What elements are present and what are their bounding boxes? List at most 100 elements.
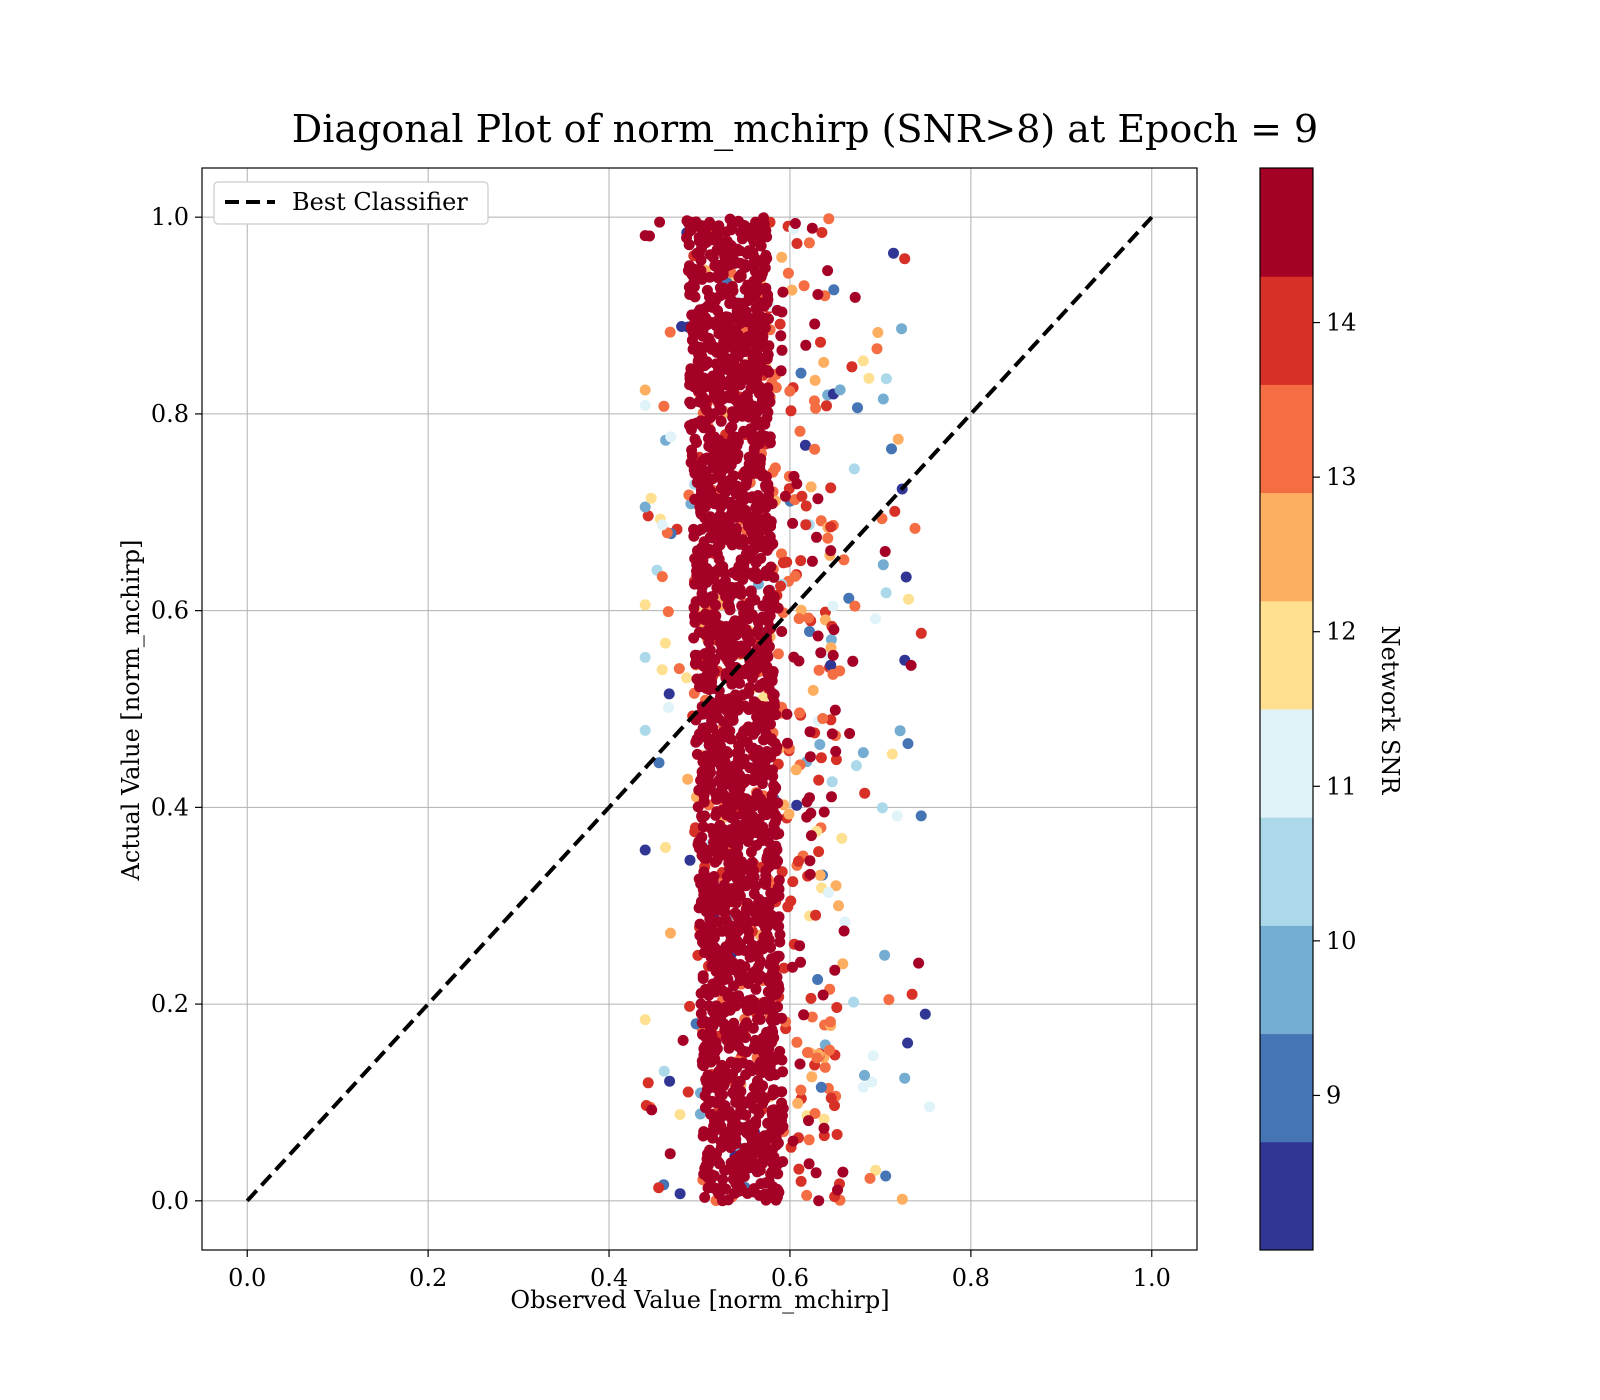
- scatter-point: [733, 363, 745, 375]
- scatter-point: [711, 393, 723, 405]
- scatter-point: [756, 898, 768, 910]
- scatter-point: [857, 1081, 869, 1093]
- scatter-point: [809, 1108, 821, 1119]
- scatter-point: [759, 401, 771, 413]
- scatter-point: [902, 1037, 914, 1049]
- scatter-point: [813, 774, 825, 786]
- scatter-point: [721, 517, 733, 529]
- scatter-point: [793, 855, 804, 867]
- scatter-point: [772, 1158, 784, 1170]
- scatter-point: [752, 755, 764, 767]
- scatter-point: [717, 974, 729, 986]
- scatter-point: [741, 477, 752, 488]
- scatter-point: [848, 463, 860, 475]
- colorbar-tick-label: 13: [1326, 463, 1357, 491]
- scatter-point: [763, 682, 775, 694]
- x-tick-label: 0.8: [952, 1264, 990, 1292]
- scatter-point: [704, 249, 716, 261]
- scatter-point: [719, 1002, 731, 1013]
- scatter-point: [747, 1003, 759, 1014]
- scatter-point: [830, 745, 842, 757]
- scatter-point: [681, 232, 693, 244]
- scatter-point: [760, 502, 772, 514]
- scatter-point: [743, 932, 755, 944]
- scatter-point: [805, 992, 817, 1004]
- scatter-point: [870, 1164, 882, 1176]
- scatter-point: [803, 1158, 815, 1170]
- scatter-point: [759, 996, 771, 1008]
- scatter-point: [719, 1100, 731, 1112]
- scatter-point: [759, 256, 771, 267]
- scatter-point: [729, 689, 741, 701]
- scatter-point: [707, 383, 719, 395]
- scatter-point: [714, 403, 726, 415]
- scatter-point: [756, 267, 768, 279]
- scatter-point: [702, 357, 714, 369]
- colorbar-segment: [1260, 276, 1313, 385]
- scatter-point: [777, 286, 789, 298]
- scatter-point: [776, 548, 787, 560]
- y-tick-label: 0.4: [151, 793, 189, 821]
- scatter-point: [739, 564, 750, 576]
- scatter-point: [674, 1109, 686, 1120]
- scatter-point: [870, 613, 881, 625]
- scatter-point: [754, 438, 765, 450]
- scatter-point: [811, 1052, 823, 1064]
- scatter-point: [691, 748, 703, 760]
- scatter-point: [701, 1084, 713, 1095]
- scatter-point: [743, 458, 755, 470]
- scatter-point: [728, 386, 740, 398]
- scatter-point: [772, 855, 784, 867]
- scatter-point: [760, 874, 772, 886]
- scatter-point: [795, 367, 807, 379]
- colorbar-tick-label: 11: [1326, 772, 1357, 800]
- scatter-point: [795, 956, 806, 968]
- scatter-point: [696, 810, 708, 822]
- scatter-point: [812, 289, 824, 300]
- scatter-point: [839, 916, 851, 928]
- scatter-point: [751, 1135, 763, 1147]
- scatter-point: [734, 739, 746, 751]
- scatter-point: [756, 364, 768, 376]
- scatter-point: [838, 554, 850, 566]
- scatter-point: [693, 873, 705, 885]
- scatter-point: [815, 647, 827, 659]
- scatter-point: [688, 530, 700, 542]
- scatter-point: [747, 246, 759, 258]
- scatter-point: [776, 251, 788, 263]
- scatter-point: [709, 1115, 720, 1127]
- scatter-point: [815, 1081, 827, 1093]
- scatter-point: [830, 754, 842, 766]
- scatter-point: [658, 400, 670, 412]
- scatter-point: [734, 379, 746, 391]
- scatter-point: [727, 996, 739, 1008]
- scatter-point: [800, 519, 812, 531]
- scatter-point: [794, 1058, 806, 1070]
- scatter-point: [718, 716, 730, 728]
- scatter-point: [903, 593, 914, 605]
- scatter-point: [740, 1109, 752, 1121]
- scatter-point: [750, 303, 762, 315]
- scatter-point: [915, 627, 927, 639]
- scatter-point: [709, 431, 721, 443]
- scatter-point: [750, 1040, 762, 1052]
- scatter-point: [818, 806, 830, 818]
- scatter-point: [849, 600, 861, 612]
- scatter-point: [829, 1100, 840, 1112]
- scatter-point: [714, 509, 726, 521]
- scatter-point: [906, 988, 918, 1000]
- scatter-point: [804, 626, 815, 637]
- scatter-point: [715, 1136, 727, 1148]
- scatter-point: [740, 333, 751, 345]
- scatter-point: [750, 983, 762, 995]
- scatter-point: [768, 962, 780, 974]
- scatter-point: [746, 260, 758, 272]
- scatter-point: [686, 450, 698, 462]
- y-axis-ticks: 0.0 0.2 0.4 0.6 0.8 1.0: [151, 203, 202, 1215]
- scatter-point: [805, 807, 817, 819]
- scatter-point: [915, 810, 927, 822]
- scatter-point: [795, 1084, 807, 1096]
- scatter-point: [803, 237, 815, 249]
- scatter-point: [718, 885, 730, 897]
- scatter-point: [756, 319, 768, 331]
